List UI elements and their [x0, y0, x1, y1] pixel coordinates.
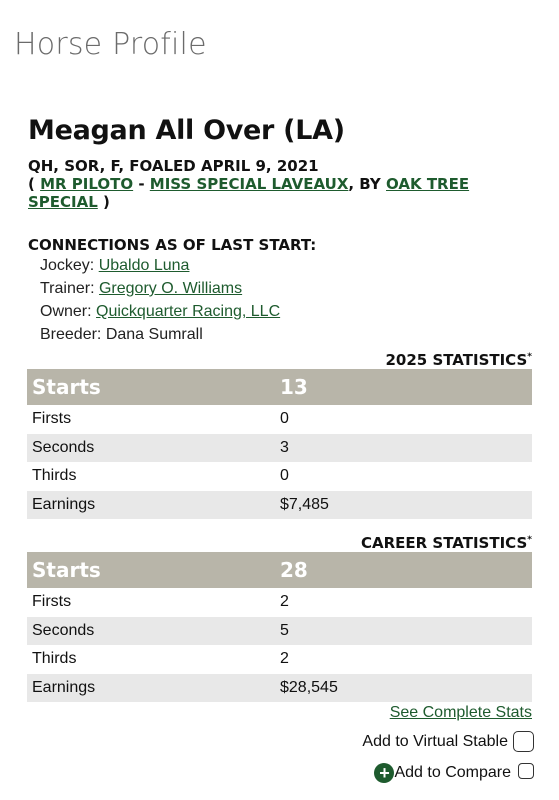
year-seconds-label: Seconds	[27, 433, 280, 462]
career-firsts-row: Firsts 2	[27, 588, 532, 617]
page-heading: Horse Profile	[14, 27, 207, 62]
breeder-label: Breeder:	[40, 326, 102, 343]
career-firsts-value: 2	[280, 593, 289, 611]
trainer-label: Trainer:	[40, 280, 95, 297]
breeder-name: Dana Sumrall	[105, 326, 203, 343]
jockey-link[interactable]: Ubaldo Luna	[98, 257, 190, 274]
dam-link[interactable]: MISS SPECIAL LAVEAUX	[149, 175, 349, 193]
breeder-row: Breeder: Dana Sumrall	[40, 325, 280, 348]
career-seconds-value: 5	[280, 616, 532, 645]
owner-row: Owner: Quickquarter Racing, LLC	[40, 302, 280, 325]
career-starts-value: 28	[280, 552, 532, 588]
career-earnings-label: Earnings	[27, 673, 280, 702]
add-compare-label: Add to Compare	[394, 764, 511, 781]
career-stats-table: Starts 28 Firsts 2 Seconds 5 Thirds 2 Ea…	[27, 552, 532, 702]
year-earnings-value: $7,485	[280, 490, 532, 519]
jockey-row: Jockey: Ubaldo Luna	[40, 256, 280, 279]
pedigree-close: )	[97, 193, 110, 211]
compare-checkbox[interactable]	[518, 763, 534, 779]
year-stats-title: 2025 STATISTICS	[385, 351, 528, 369]
year-seconds-value: 3	[280, 433, 532, 462]
career-seconds-row: Seconds 5	[27, 616, 532, 645]
year-thirds-value: 0	[280, 467, 289, 485]
trainer-link[interactable]: Gregory O. Williams	[98, 280, 243, 297]
year-starts-label: Starts	[27, 369, 280, 405]
connections-title: CONNECTIONS AS OF LAST START:	[28, 236, 317, 254]
year-firsts-row: Firsts 0	[27, 405, 532, 434]
horse-name: Meagan All Over (LA)	[28, 115, 345, 146]
sire-link[interactable]: MR PILOTO	[40, 175, 134, 193]
virtual-stable-checkbox[interactable]	[513, 731, 534, 752]
pedigree-line: ( MR PILOTO - MISS SPECIAL LAVEAUX, BY O…	[28, 175, 528, 211]
year-thirds-row: Thirds 0	[27, 462, 532, 491]
year-stats-heading: 2025 STATISTICS*	[385, 351, 532, 369]
career-stats-title: CAREER STATISTICS	[361, 534, 528, 552]
year-seconds-row: Seconds 3	[27, 433, 532, 462]
add-virtual-stable-label: Add to Virtual Stable	[362, 732, 508, 750]
year-earnings-label: Earnings	[27, 490, 280, 519]
year-thirds-label: Thirds	[32, 467, 77, 485]
owner-link[interactable]: Quickquarter Racing, LLC	[96, 303, 281, 320]
horse-pedigree: QH, SOR, F, FOALED APRIL 9, 2021 ( MR PI…	[28, 157, 528, 211]
year-stats-table: Starts 13 Firsts 0 Seconds 3 Thirds 0 Ea…	[27, 369, 532, 519]
add-virtual-stable-row[interactable]: Add to Virtual Stable	[362, 731, 534, 752]
jockey-label: Jockey:	[40, 257, 95, 274]
career-starts-label: Starts	[27, 552, 280, 588]
damsire-link[interactable]: OAK TREE SPECIAL	[28, 175, 470, 211]
year-starts-row: Starts 13	[27, 369, 532, 405]
career-thirds-value: 2	[280, 650, 289, 668]
career-seconds-label: Seconds	[27, 616, 280, 645]
career-thirds-row: Thirds 2	[27, 645, 532, 674]
year-earnings-row: Earnings $7,485	[27, 490, 532, 519]
career-stats-asterisk: *	[527, 535, 532, 545]
career-earnings-value: $28,545	[280, 673, 532, 702]
see-complete-stats-link[interactable]: See Complete Stats	[389, 704, 532, 721]
career-stats-heading: CAREER STATISTICS*	[361, 534, 532, 552]
career-thirds-label: Thirds	[32, 650, 77, 668]
year-firsts-label: Firsts	[32, 410, 72, 428]
pedigree-by: , BY	[348, 175, 387, 193]
year-starts-value: 13	[280, 369, 532, 405]
career-starts-row: Starts 28	[27, 552, 532, 588]
add-compare-row[interactable]: + Add to Compare	[374, 763, 534, 783]
year-stats-asterisk: *	[527, 352, 532, 362]
horse-details: QH, SOR, F, FOALED APRIL 9, 2021	[28, 157, 319, 175]
career-earnings-row: Earnings $28,545	[27, 673, 532, 702]
pedigree-open: (	[28, 175, 41, 193]
owner-label: Owner:	[40, 303, 92, 320]
connections-list: Jockey: Ubaldo Luna Trainer: Gregory O. …	[40, 256, 280, 348]
career-firsts-label: Firsts	[32, 593, 72, 611]
year-firsts-value: 0	[280, 410, 289, 428]
trainer-row: Trainer: Gregory O. Williams	[40, 279, 280, 302]
pedigree-dash: -	[133, 175, 150, 193]
plus-circle-icon[interactable]: +	[374, 763, 395, 783]
